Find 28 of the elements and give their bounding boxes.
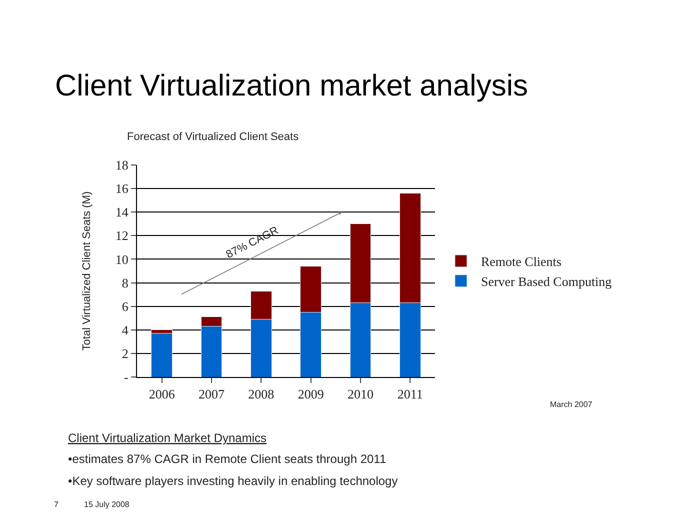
y-tick-label: -: [124, 370, 128, 385]
x-tick-label: 2008: [248, 386, 274, 402]
legend-label: Server Based Computing: [480, 274, 612, 289]
y-tick-label: 14: [115, 204, 129, 220]
chart-subtitle: Forecast of Virtualized Client Seats: [127, 131, 300, 143]
text: •estimates 87% CAGR in Remote Client seats through 2011: [68, 452, 386, 466]
text: 7: [54, 500, 59, 509]
y-tick-label: 8: [122, 275, 128, 290]
chart-title: Client Virtualization market analysis: [55, 70, 528, 102]
text: March 2007: [550, 400, 593, 409]
x-tick-label: 2011: [397, 386, 423, 402]
x-tick-label: 2007: [198, 386, 225, 402]
text: 15 July 2008: [84, 500, 130, 509]
x-tick-label: 2009: [298, 386, 324, 402]
y-tick-label: 10: [115, 252, 128, 267]
x-tick-label: 2006: [148, 386, 176, 402]
legend-label: Remote Clients: [480, 254, 562, 270]
text: •Key software players investing heavily in enabling technology: [68, 474, 398, 488]
y-tick-label: 16: [115, 181, 129, 196]
x-tick-label: 2010: [348, 386, 374, 402]
y-tick-label: 18: [115, 158, 128, 173]
text: Client Virtualization Market Dynamics: [68, 431, 267, 445]
y-tick-label: 4: [122, 322, 129, 338]
y-tick-label: 2: [122, 346, 128, 361]
y-axis-title: Total Virtualized Client Seats (M): [81, 191, 94, 351]
y-tick-label: 12: [115, 228, 128, 244]
y-tick-label: 6: [122, 298, 129, 314]
bar: [151, 333, 173, 377]
